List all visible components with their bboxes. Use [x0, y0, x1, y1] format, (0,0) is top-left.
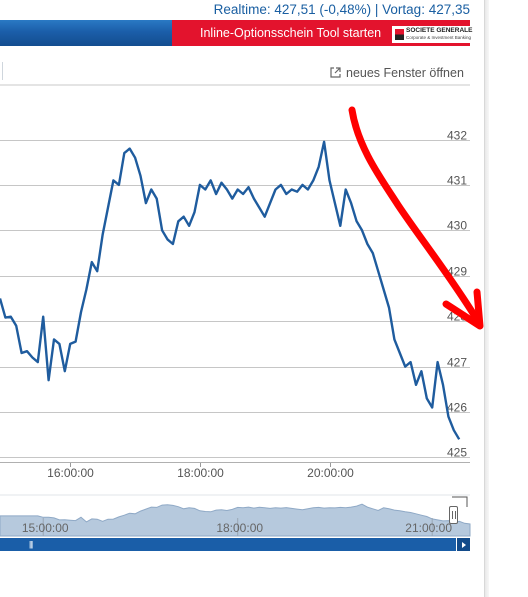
x-axis-labels: 16:00:00 18:00:00 20:00:00	[47, 466, 354, 480]
annotation-arrow	[348, 106, 480, 322]
scrollbar-grip[interactable]: |||	[29, 540, 33, 549]
scroll-right-button[interactable]	[456, 538, 470, 551]
toolbar-divider	[0, 62, 3, 80]
societe-generale-logo-icon	[395, 29, 404, 40]
navigator-tick-label: 18:00:00	[216, 521, 263, 535]
header-bar	[0, 20, 172, 46]
logo-tagline: Corporate & Investment Banking	[406, 35, 472, 40]
navigator-area	[0, 503, 471, 537]
y-tick-label: 427	[447, 356, 467, 370]
y-tick-label: 432	[447, 129, 467, 143]
new-window-link[interactable]: neues Fenster öffnen	[330, 64, 464, 82]
navigator-range-bracket	[452, 496, 468, 507]
x-axis-ticks	[0, 462, 470, 467]
new-window-label: neues Fenster öffnen	[346, 66, 464, 80]
price-line	[0, 140, 461, 440]
societe-generale-logo: SOCIETE GENERALE Corporate & Investment …	[392, 26, 473, 43]
navigator-tick-label: 21:00:00	[405, 521, 452, 535]
navigator-handle[interactable]	[449, 506, 458, 524]
annotation-arrowhead	[442, 288, 484, 330]
chart-grid	[0, 84, 470, 458]
y-tick-label: 430	[447, 219, 467, 233]
x-tick-label: 16:00:00	[47, 466, 94, 480]
navigator[interactable]: 15:00:00 18:00:00 21:00:00	[0, 494, 471, 537]
y-tick-label: 431	[447, 174, 467, 188]
x-tick-label: 20:00:00	[307, 466, 354, 480]
external-link-icon	[330, 67, 341, 78]
navigator-scrollbar[interactable]: |||	[0, 538, 470, 551]
logo-name: SOCIETE GENERALE	[406, 27, 473, 34]
options-tool-label: Inline-Optionsschein Tool starten	[200, 26, 382, 40]
realtime-quote: Realtime: 427,51 (-0,48%) | Vortag: 427,…	[213, 2, 470, 17]
navigator-tick-label: 15:00:00	[22, 521, 69, 535]
window-edge	[484, 0, 489, 597]
options-tool-button[interactable]: Inline-Optionsschein Tool starten SOCIET…	[172, 20, 473, 46]
y-tick-label: 429	[447, 265, 467, 279]
x-tick-label: 18:00:00	[177, 466, 224, 480]
y-tick-label: 426	[447, 401, 467, 415]
navigator-labels: 15:00:00 18:00:00 21:00:00	[22, 518, 452, 536]
y-tick-label: 425	[447, 446, 467, 460]
